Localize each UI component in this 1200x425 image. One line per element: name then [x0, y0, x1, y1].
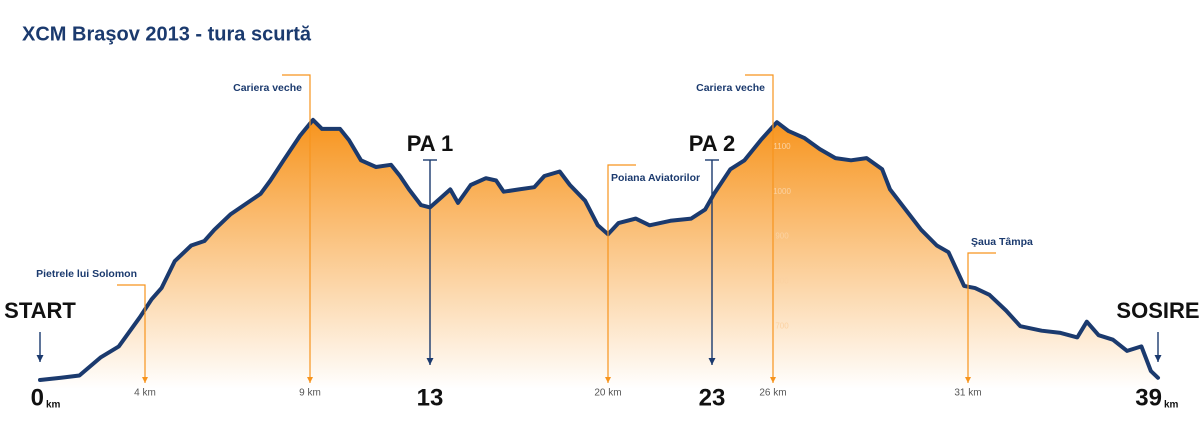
landmark-label: Pietrele lui Solomon — [36, 268, 137, 280]
chart-title: XCM Braşov 2013 - tura scurtă — [22, 23, 312, 45]
x-tick-label: 0 — [31, 384, 44, 411]
x-tick-label: 20 km — [594, 388, 621, 399]
landmark-bracket — [607, 164, 636, 383]
area-fill — [40, 119, 1158, 390]
x-tick-label: 39 — [1135, 384, 1162, 411]
y-tick-label: 900 — [775, 232, 789, 241]
y-tick-label: 1000 — [773, 187, 791, 196]
y-tick-label: 1100 — [773, 142, 791, 151]
landmark-label: Cariera veche — [233, 82, 302, 94]
landmark-label: Poiana Aviatorilor — [611, 172, 700, 184]
landmark-bracket — [745, 74, 774, 383]
x-tick-label: 9 km — [299, 388, 321, 399]
checkpoint-label: PA 2 — [689, 131, 735, 156]
x-tick-label: 26 km — [759, 388, 786, 399]
landmark-bracket — [967, 252, 996, 383]
y-tick-label: 700 — [775, 321, 789, 330]
landmark-bracket — [117, 284, 146, 383]
arrowhead — [36, 355, 44, 362]
arrowhead — [965, 377, 971, 383]
x-tick-label: 4 km — [134, 388, 156, 399]
arrowhead — [605, 377, 611, 383]
checkpoint-label: START — [4, 298, 76, 323]
arrowhead — [1154, 355, 1162, 362]
x-unit-label: km — [1164, 400, 1179, 411]
arrowhead — [307, 377, 313, 383]
arrowhead — [142, 377, 148, 383]
x-tick-label: 31 km — [954, 388, 981, 399]
landmark-label: Cariera veche — [696, 82, 765, 94]
y-tick-label: 800 — [775, 276, 789, 285]
landmark-bracket — [282, 74, 311, 383]
checkpoint-label: PA 1 — [407, 131, 453, 156]
landmark-label: Şaua Tâmpa — [971, 236, 1033, 248]
checkpoint-label: SOSIRE — [1116, 298, 1199, 323]
x-tick-label: 23 — [699, 384, 726, 411]
x-tick-label: 13 — [417, 384, 444, 411]
elevation-line — [38, 117, 1160, 382]
arrowhead — [426, 358, 434, 365]
arrowhead — [770, 377, 776, 383]
x-unit-label: km — [46, 400, 61, 411]
arrowhead — [708, 358, 716, 365]
